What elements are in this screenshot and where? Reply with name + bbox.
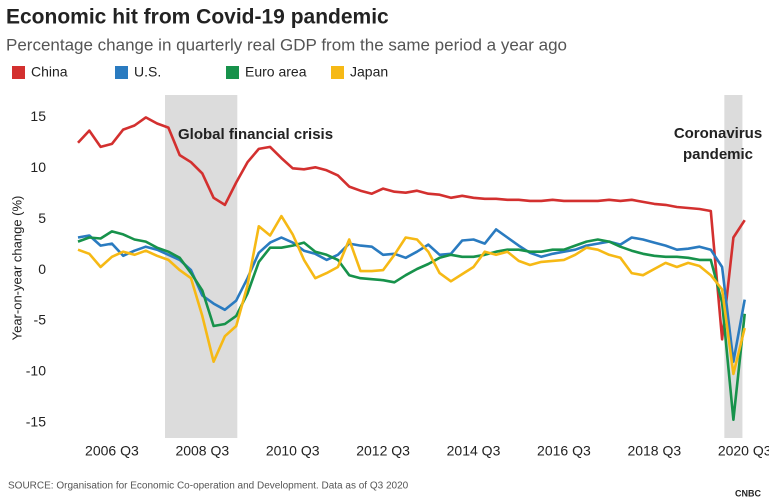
legend-label: Euro area (245, 64, 307, 80)
y-tick-label: -5 (34, 312, 47, 328)
x-tick-label: 2008 Q3 (175, 443, 229, 459)
legend-swatch (226, 66, 239, 79)
legend-label: Japan (350, 64, 388, 80)
annotation: pandemic (683, 146, 753, 163)
chart-title: Economic hit from Covid-19 pandemic (6, 6, 389, 29)
annotation: Coronavirus (674, 125, 762, 142)
x-tick-label: 2020 Q3 (718, 443, 769, 459)
y-tick-label: 15 (30, 108, 46, 124)
x-tick-label: 2012 Q3 (356, 443, 410, 459)
legend-label: China (31, 64, 68, 80)
source: SOURCE: Organisation for Economic Co-ope… (8, 481, 409, 492)
series-line (77, 214, 746, 376)
y-tick-label: -15 (26, 413, 46, 429)
y-tick-label: 5 (38, 210, 46, 226)
chart-subtitle: Percentage change in quarterly real GDP … (6, 35, 567, 54)
logo: CNBC (735, 488, 761, 498)
legend-label: U.S. (134, 64, 161, 80)
annotation: Global financial crisis (178, 126, 333, 143)
y-tick-label: 0 (38, 261, 46, 277)
x-tick-label: 2006 Q3 (85, 443, 139, 459)
series-line (77, 116, 746, 341)
legend-swatch (331, 66, 344, 79)
x-tick-label: 2018 Q3 (627, 443, 681, 459)
legend-swatch (12, 66, 25, 79)
legend-swatch (115, 66, 128, 79)
series-line (77, 230, 746, 421)
y-tick-label: -10 (26, 363, 46, 379)
x-tick-label: 2014 Q3 (447, 443, 501, 459)
y-tick-label: 10 (30, 159, 46, 175)
x-tick-label: 2016 Q3 (537, 443, 591, 459)
y-axis-label: Year-on-year change (%) (9, 196, 24, 341)
x-tick-label: 2010 Q3 (266, 443, 320, 459)
